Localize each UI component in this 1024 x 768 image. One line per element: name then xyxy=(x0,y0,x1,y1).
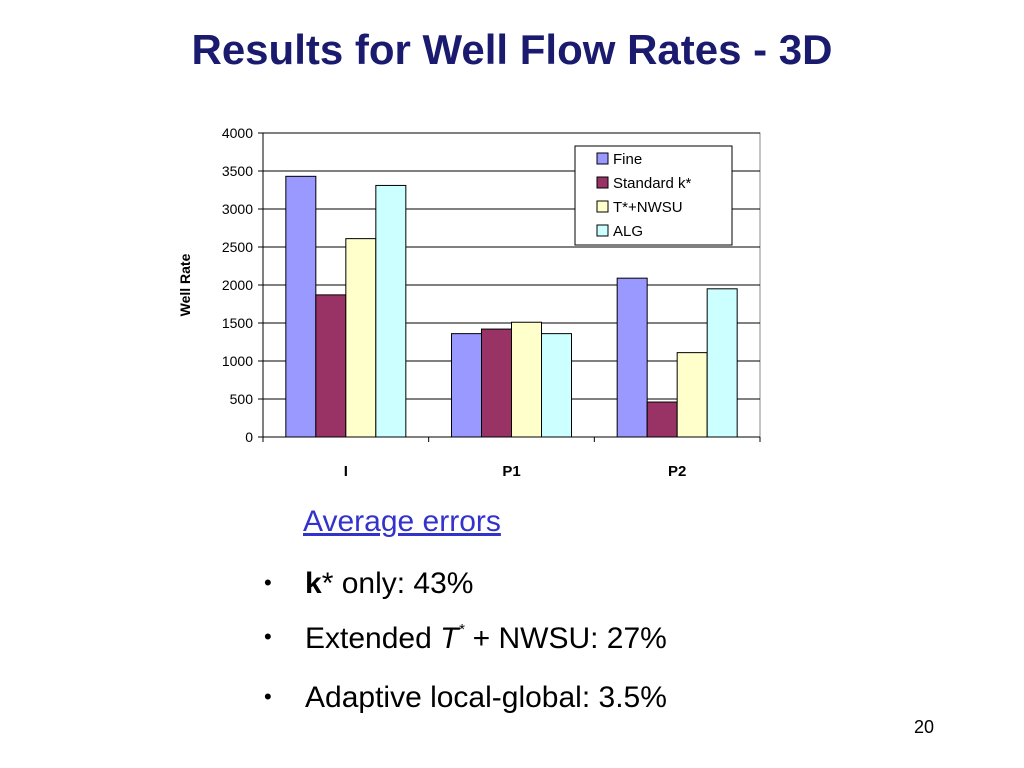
legend: Fine Standard k* T*+NWSU ALG xyxy=(574,145,733,246)
y-tick-label: 3000 xyxy=(222,201,253,217)
bold-k: k xyxy=(305,567,322,600)
bar-t-nwsu-p2 xyxy=(676,352,708,438)
legend-swatch xyxy=(596,176,609,189)
slide-title: Results for Well Flow Rates - 3D xyxy=(191,26,833,73)
average-errors-heading[interactable]: Average errors xyxy=(303,505,501,538)
y-tick-label: 1500 xyxy=(222,315,253,331)
x-tick-labels: I P1 P2 xyxy=(344,463,687,480)
bar-t-nwsu-i xyxy=(345,238,377,438)
page-number: 20 xyxy=(913,717,934,737)
y-tick-label: 1000 xyxy=(222,353,253,369)
bar-fine-i xyxy=(285,175,317,438)
y-tick-label: 2500 xyxy=(222,239,253,255)
legend-swatch xyxy=(596,200,609,213)
y-tick-label: 500 xyxy=(230,391,254,407)
bar-alg-i xyxy=(375,184,407,438)
x-tick-label: I xyxy=(344,463,348,480)
bullet-dot: • xyxy=(264,570,272,595)
y-tick-label: 4000 xyxy=(222,125,253,141)
y-tick-label: 3500 xyxy=(222,163,253,179)
y-tick-label: 0 xyxy=(245,429,253,445)
y-tick-labels: 0 500 1000 1500 2000 2500 3000 3500 4000 xyxy=(222,125,253,445)
y-tick-label: 2000 xyxy=(222,277,253,293)
bar-alg-p1 xyxy=(541,333,572,438)
well-rate-bar-chart: 0 500 1000 1500 2000 2500 3000 3500 4000 I P1 P2 W… xyxy=(177,125,761,480)
bars xyxy=(285,175,738,438)
bar-fine-p1 xyxy=(451,333,482,438)
legend-label: Standard k* xyxy=(613,175,692,192)
bar-standard-k--p2 xyxy=(646,401,678,438)
bar-standard-k--i xyxy=(315,294,347,438)
bar-alg-p2 xyxy=(706,288,738,438)
x-tick-label: P2 xyxy=(668,463,686,480)
legend-swatch xyxy=(596,224,609,237)
x-tick-label: P1 xyxy=(502,463,520,480)
bar-standard-k--p1 xyxy=(481,328,512,438)
bar-fine-p2 xyxy=(616,277,648,438)
bar-t-nwsu-p1 xyxy=(511,321,542,438)
y-axis-label: Well Rate xyxy=(177,253,193,316)
legend-swatch xyxy=(596,152,609,165)
bullet-dot: • xyxy=(264,684,272,709)
bullet-dot: • xyxy=(264,624,272,649)
legend-label: T*+NWSU xyxy=(613,199,683,216)
axes xyxy=(258,132,761,442)
legend-label: Fine xyxy=(613,151,642,168)
legend-label: ALG xyxy=(613,223,643,240)
